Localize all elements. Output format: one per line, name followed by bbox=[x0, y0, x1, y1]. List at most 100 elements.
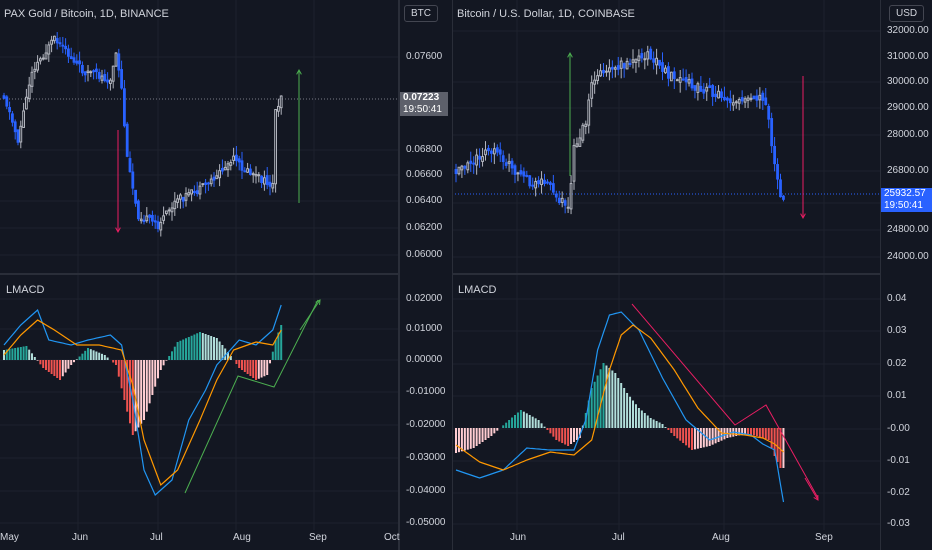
macd-histogram-bar bbox=[266, 360, 269, 375]
candle-body bbox=[531, 184, 535, 187]
candle-body bbox=[637, 55, 641, 61]
candle-body bbox=[139, 218, 143, 222]
macd-histogram-bar bbox=[47, 360, 50, 372]
candle-body bbox=[30, 71, 34, 87]
candle-body bbox=[86, 70, 90, 74]
right-price-tick-label: 24800.00 bbox=[887, 224, 929, 235]
candle-body bbox=[622, 63, 626, 69]
left-price-tick-label: 0.06200 bbox=[406, 222, 443, 233]
candle-body bbox=[460, 165, 464, 171]
candle-body bbox=[661, 62, 664, 72]
macd-histogram-bar bbox=[81, 353, 84, 360]
candle-body bbox=[643, 58, 647, 61]
candle-body bbox=[752, 95, 756, 100]
macd-histogram-bar bbox=[165, 360, 168, 361]
candle-body bbox=[81, 64, 84, 74]
macd-histogram-bar bbox=[573, 428, 575, 442]
macd-histogram-bar bbox=[8, 349, 11, 360]
right-x-tick-label: Sep bbox=[815, 532, 833, 543]
macd-histogram-bar bbox=[596, 375, 599, 428]
candle-body bbox=[271, 182, 275, 189]
macd-histogram-bar bbox=[516, 412, 519, 428]
macd-histogram-bar bbox=[779, 428, 782, 468]
right-price-axis[interactable]: USD 32000.00 31000.00 30000.00 29000.00 2800… bbox=[880, 0, 932, 550]
candle-body bbox=[277, 105, 280, 112]
candle-body bbox=[610, 66, 614, 70]
candle-body bbox=[490, 150, 493, 154]
candle-body bbox=[534, 181, 538, 189]
right-macd-tick-label: 0.02 bbox=[887, 358, 907, 369]
macd-histogram-bar bbox=[540, 423, 543, 428]
macd-histogram-bar bbox=[207, 335, 210, 360]
macd-histogram-bar bbox=[269, 360, 271, 364]
macd-histogram-bar bbox=[201, 333, 204, 360]
macd-histogram-bar bbox=[171, 351, 173, 360]
macd-histogram-bar bbox=[224, 348, 227, 360]
left-unit-button[interactable]: BTC bbox=[404, 5, 438, 22]
candle-body bbox=[519, 170, 523, 175]
pane-divider[interactable] bbox=[398, 0, 400, 550]
candle-body bbox=[39, 58, 42, 62]
macd-histogram-bar bbox=[667, 428, 670, 430]
macd-histogram-bar bbox=[154, 360, 157, 387]
right-chart-canvas[interactable] bbox=[400, 0, 932, 550]
macd-histogram-bar bbox=[484, 428, 487, 440]
macd-histogram-bar bbox=[14, 348, 17, 360]
macd-histogram-bar bbox=[514, 415, 516, 428]
macd-histogram-bar bbox=[263, 360, 266, 377]
macd-histogram-bar bbox=[493, 428, 496, 434]
left-macd-tick-label: -0.01000 bbox=[406, 386, 446, 397]
candle-body bbox=[151, 214, 154, 222]
macd-histogram-bar bbox=[546, 428, 549, 430]
candle-body bbox=[546, 181, 549, 184]
candle-body bbox=[53, 35, 56, 42]
right-unit-button[interactable]: USD bbox=[889, 5, 925, 22]
candle-body bbox=[563, 200, 567, 206]
macd-histogram-bar bbox=[173, 346, 176, 360]
candle-body bbox=[463, 165, 467, 169]
candle-body bbox=[619, 60, 623, 69]
candle-body bbox=[525, 174, 529, 177]
macd-histogram-bar bbox=[552, 428, 555, 437]
candle-body bbox=[510, 160, 514, 169]
candle-body bbox=[257, 174, 261, 177]
macd-histogram-bar bbox=[649, 418, 652, 428]
candle-body bbox=[649, 48, 653, 60]
macd-histogram-bar bbox=[696, 428, 699, 449]
candle-body bbox=[578, 137, 582, 147]
candle-body bbox=[274, 109, 278, 185]
macd-histogram-bar bbox=[39, 360, 42, 365]
candle-body bbox=[47, 44, 51, 55]
macd-histogram-bar bbox=[185, 338, 187, 360]
left-price-axis[interactable]: BTC 0.07600 0.06800 0.06600 0.06400 0.06200 0… bbox=[400, 0, 453, 550]
macd-histogram-bar bbox=[758, 428, 761, 437]
macd-histogram-bar bbox=[676, 428, 679, 439]
macd-histogram-bar bbox=[747, 428, 750, 435]
macd-histogram-bar bbox=[182, 339, 185, 360]
candle-body bbox=[237, 158, 241, 163]
candle-body bbox=[782, 195, 785, 200]
macd-histogram-bar bbox=[17, 347, 19, 360]
macd-histogram-bar bbox=[691, 428, 693, 450]
left-chart-pane[interactable]: PAX Gold / Bitcoin, 1D, BINANCE LMACD bbox=[0, 0, 398, 550]
candle-body bbox=[212, 176, 216, 181]
right-macd-tick-label: -0.03 bbox=[887, 518, 910, 529]
macd-histogram-bar bbox=[688, 428, 691, 448]
left-chart-canvas[interactable] bbox=[0, 0, 398, 550]
candle-body bbox=[128, 158, 132, 173]
macd-histogram-bar bbox=[487, 428, 490, 438]
right-chart-pane[interactable]: Bitcoin / U.S. Dollar, 1D, COINBASE LMAC… bbox=[400, 0, 932, 550]
candle-body bbox=[265, 175, 269, 186]
candle-body bbox=[469, 160, 473, 164]
candle-body bbox=[761, 92, 765, 101]
candle-body bbox=[507, 161, 511, 164]
macd-histogram-bar bbox=[190, 335, 193, 360]
candle-body bbox=[696, 83, 700, 93]
candle-body bbox=[472, 162, 476, 165]
candle-body bbox=[675, 79, 679, 82]
macd-histogram-bar bbox=[89, 349, 92, 360]
candle-body bbox=[487, 147, 490, 152]
candle-body bbox=[652, 58, 656, 63]
candle-body bbox=[584, 123, 588, 128]
left-trend-arrow bbox=[299, 299, 321, 331]
